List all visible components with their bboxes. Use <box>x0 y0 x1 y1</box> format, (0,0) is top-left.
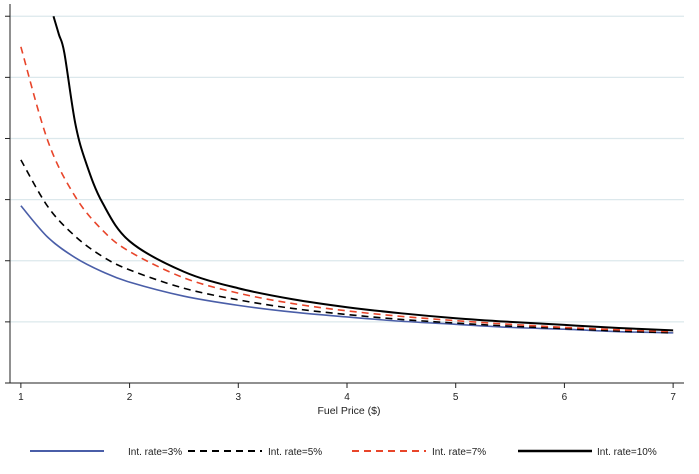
x-tick-label-0: 1 <box>18 392 24 403</box>
x-axis-title: Fuel Price ($) <box>317 405 380 417</box>
legend-label-4: Int. rate=10% <box>597 447 657 458</box>
series-line-4 <box>52 15 674 332</box>
series-line-2 <box>20 159 674 334</box>
series-lines <box>20 15 674 334</box>
tick-marks: 1 2 3 4 5 6 7 <box>5 15 676 403</box>
x-tick-label-6: 7 <box>670 392 676 403</box>
series-line-1 <box>20 205 674 334</box>
x-tick-label-5: 6 <box>562 392 568 403</box>
x-tick-label-3: 4 <box>344 392 350 403</box>
legend-label-2: Int. rate=5% <box>268 447 322 458</box>
series-line-3 <box>20 46 674 333</box>
legend-label-3: Int. rate=7% <box>432 447 486 458</box>
legend-label-1: Int. rate=3% <box>128 447 182 458</box>
x-tick-label-2: 3 <box>236 392 242 403</box>
legend: Int. rate=3% Int. rate=5% Int. rate=7% Int.… <box>30 447 657 458</box>
x-tick-label-1: 2 <box>127 392 133 403</box>
gridlines <box>10 15 684 323</box>
x-tick-label-4: 5 <box>453 392 459 403</box>
